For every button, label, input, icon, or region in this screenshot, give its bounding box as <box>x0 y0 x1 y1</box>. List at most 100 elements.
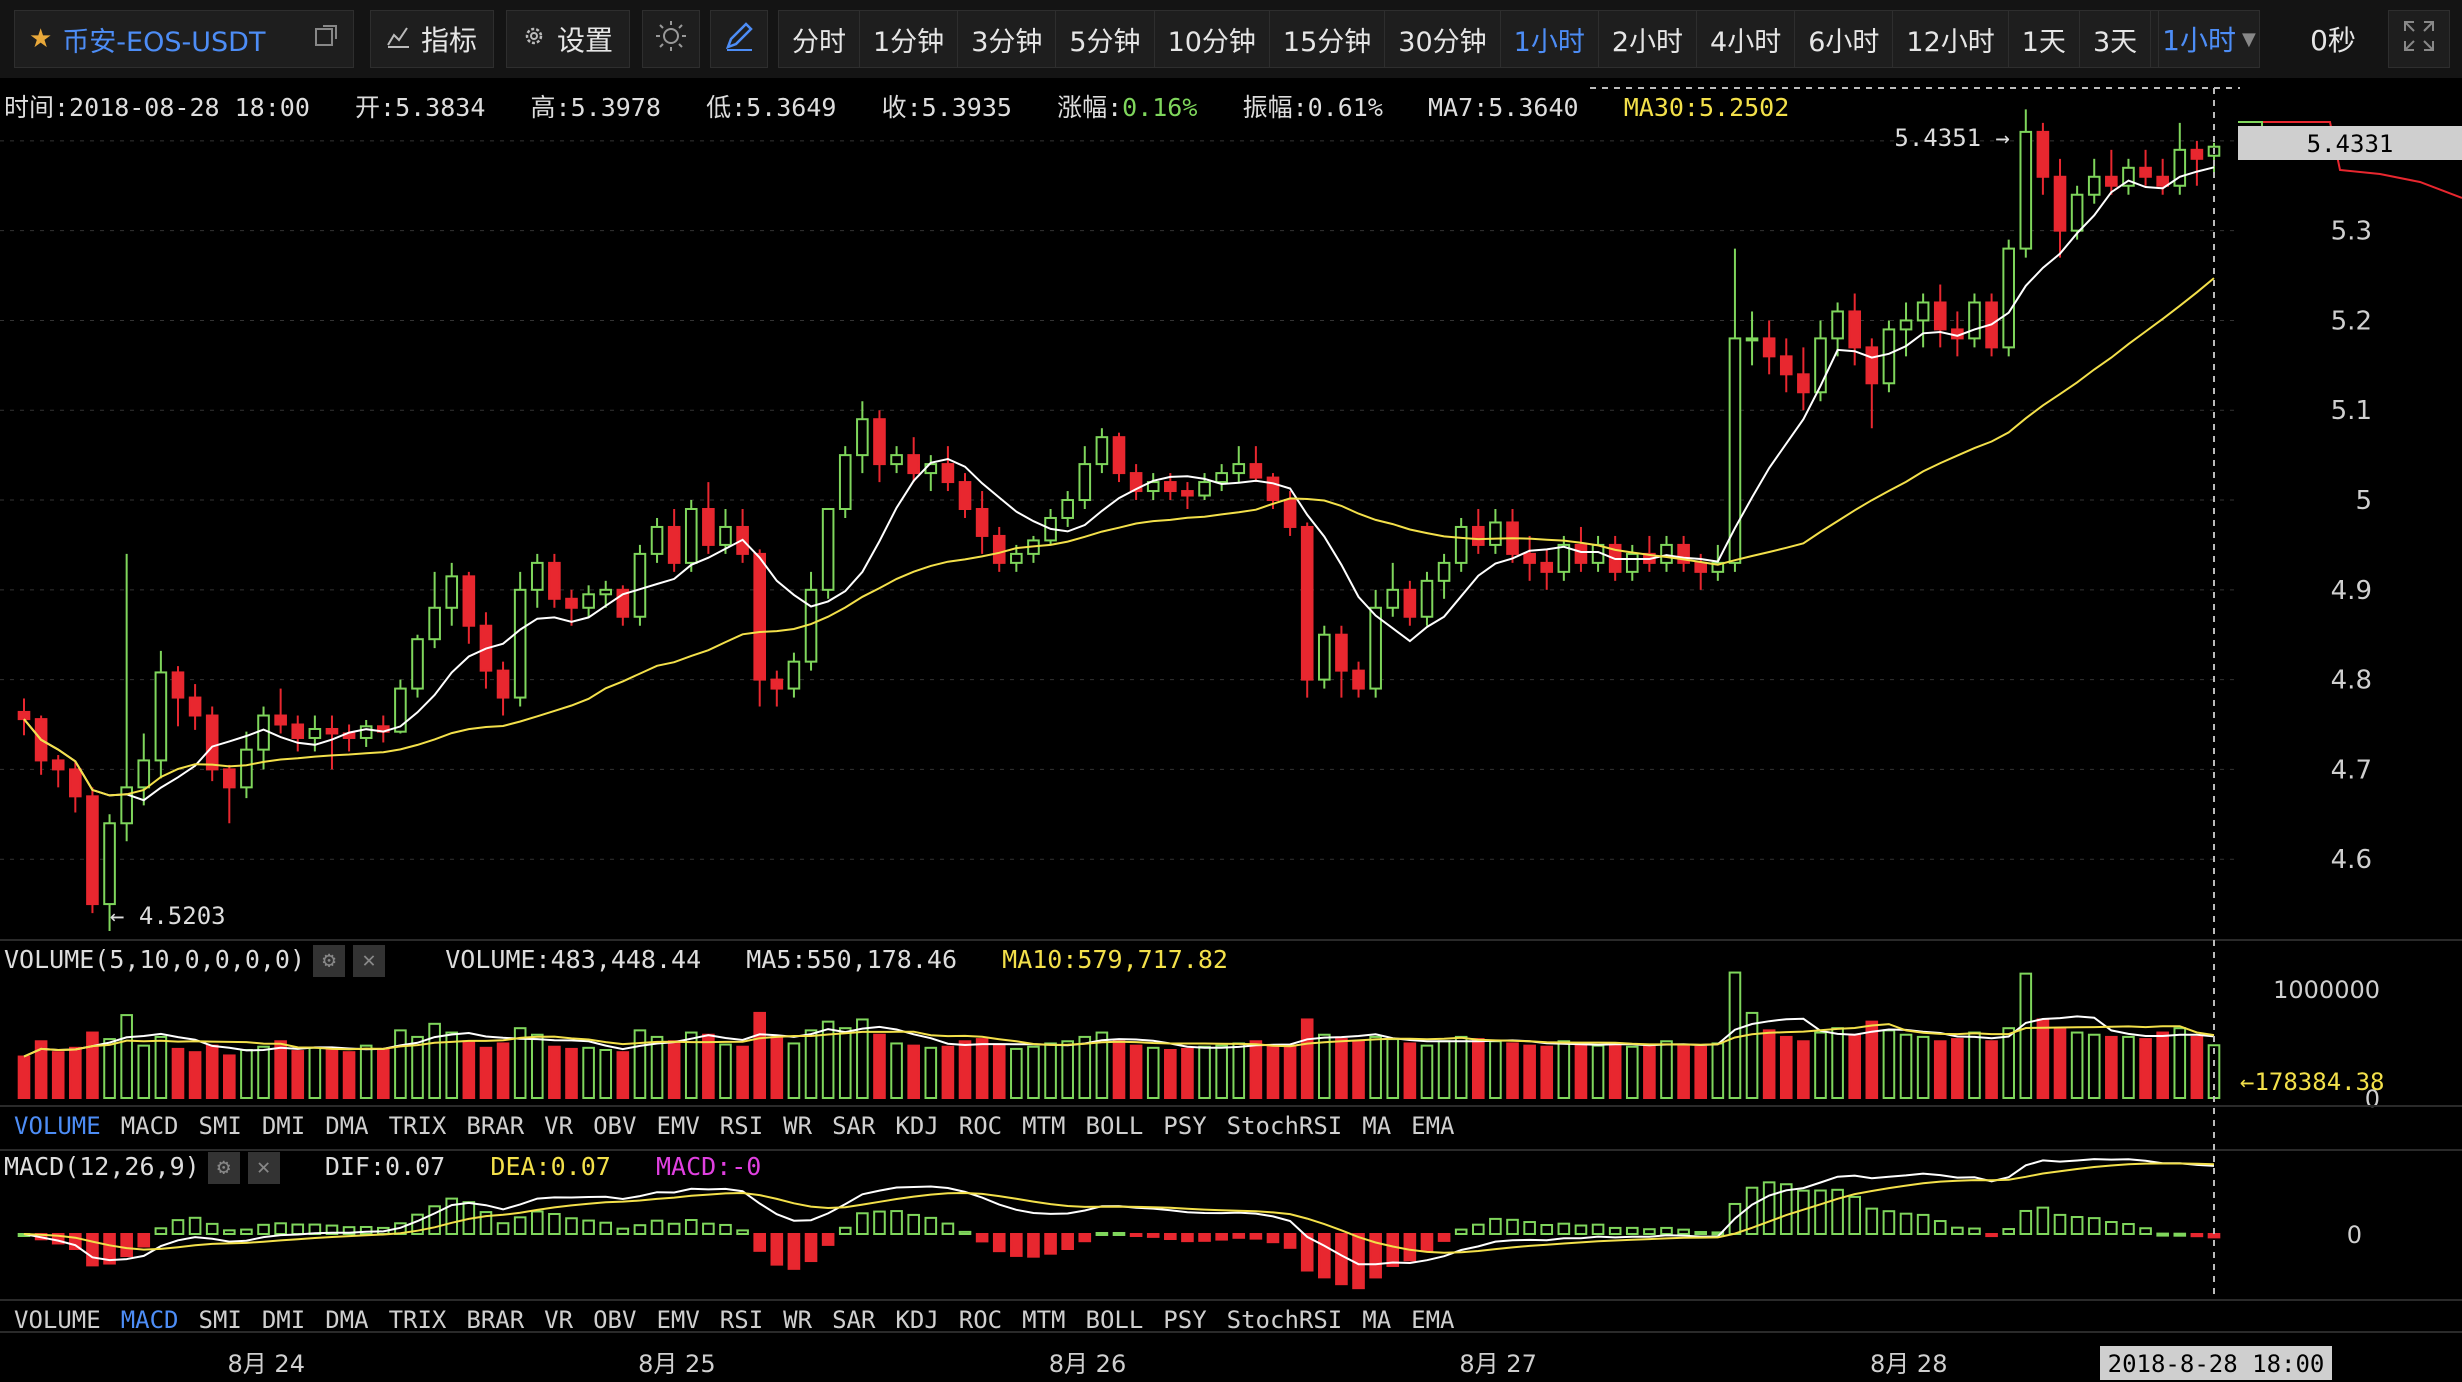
period-button-9[interactable]: 4小时 <box>1697 11 1796 67</box>
candle-body <box>1335 633 1348 672</box>
candle-body <box>1420 579 1434 618</box>
volume-panel-tab-dma[interactable]: DMA <box>325 1112 369 1140</box>
info-open: 开:5.3834 <box>355 93 486 122</box>
candle-body <box>719 525 732 546</box>
indicator-button[interactable]: 指标 <box>370 10 494 68</box>
volume-close-icon[interactable]: ✕ <box>353 945 386 977</box>
macd-panel-tab-roc[interactable]: ROC <box>958 1306 1003 1334</box>
volume-panel-tab-mtm[interactable]: MTM <box>1022 1112 1066 1140</box>
candle-body <box>325 727 339 735</box>
macd-panel-tab-sar[interactable]: SAR <box>832 1306 876 1334</box>
macd-histogram-bar <box>1129 1233 1143 1237</box>
volume-bar <box>1591 1044 1605 1099</box>
volume-panel-tab-vr[interactable]: VR <box>544 1112 574 1140</box>
candlesticks <box>17 109 2221 932</box>
macd-panel-tab-emv[interactable]: EMV <box>656 1306 700 1334</box>
macd-panel-tab-vr[interactable]: VR <box>544 1306 574 1334</box>
volume-bar <box>325 1049 339 1099</box>
candle-body <box>2190 148 2204 160</box>
macd-panel-tab-brar[interactable]: BRAR <box>466 1306 525 1334</box>
volume-panel-tab-roc[interactable]: ROC <box>958 1112 1003 1140</box>
macd-histogram-bar <box>154 1227 168 1235</box>
period-button-10[interactable]: 6小时 <box>1795 11 1894 67</box>
period-button-3[interactable]: 5分钟 <box>1056 11 1155 67</box>
period-button-8[interactable]: 2小时 <box>1599 11 1698 67</box>
macd-panel-tab-wr[interactable]: WR <box>783 1306 813 1334</box>
period-button-6[interactable]: 30分钟 <box>1385 11 1501 67</box>
macd-panel-tab-dmi[interactable]: DMI <box>261 1306 306 1334</box>
macd-panel-tab-macd[interactable]: MACD <box>120 1306 179 1334</box>
volume-bar <box>1489 1040 1502 1099</box>
volume-bar <box>2036 1018 2050 1099</box>
macd-panel-tab-trix[interactable]: TRIX <box>388 1306 447 1334</box>
volume-panel-tab-ema[interactable]: EMA <box>1411 1112 1455 1140</box>
depth-line-up <box>2238 121 2263 126</box>
period-button-13[interactable]: 3天 <box>2080 11 2152 67</box>
period-button-12[interactable]: 1天 <box>2009 11 2080 67</box>
volume-panel-tab-obv[interactable]: OBV <box>593 1112 637 1140</box>
volume-panel-tab-sar[interactable]: SAR <box>832 1112 876 1140</box>
volume-panel-tab-trix[interactable]: TRIX <box>388 1112 447 1140</box>
macd-dif: DIF:0.07 <box>324 1152 446 1181</box>
period-button-0[interactable]: 分时 <box>779 11 860 67</box>
theme-toggle-button[interactable] <box>642 10 700 68</box>
volume-current-marker: ←178384.38 <box>2240 1068 2385 1096</box>
volume-panel-tab-brar[interactable]: BRAR <box>466 1112 525 1140</box>
macd-panel-tab-stochrsi[interactable]: StochRSI <box>1226 1306 1343 1334</box>
period-dropdown[interactable]: 1小时 ▼ <box>2158 10 2260 68</box>
period-button-11[interactable]: 12小时 <box>1893 11 2009 67</box>
macd-close-icon[interactable]: ✕ <box>247 1152 280 1184</box>
market-selector[interactable]: ★ 币安-EOS-USDT <box>14 10 354 68</box>
volume-panel-tab-ma[interactable]: MA <box>1362 1112 1392 1140</box>
candle-body <box>1745 337 1759 342</box>
candle-body <box>154 671 168 762</box>
candle-body <box>445 575 459 609</box>
macd-panel-tab-volume[interactable]: VOLUME <box>14 1306 101 1334</box>
period-button-1[interactable]: 1分钟 <box>860 11 959 67</box>
macd-panel-tab-mtm[interactable]: MTM <box>1022 1306 1066 1334</box>
volume-panel-tab-wr[interactable]: WR <box>783 1112 813 1140</box>
popout-icon[interactable] <box>313 23 339 56</box>
macd-histogram-bar <box>1369 1233 1382 1279</box>
volume-bar <box>907 1044 920 1099</box>
gear-icon <box>521 23 547 56</box>
star-icon[interactable]: ★ <box>29 24 53 54</box>
macd-histogram-bar <box>1899 1212 1913 1236</box>
macd-panel-tab-boll[interactable]: BOLL <box>1085 1306 1144 1334</box>
macd-panel-tab-ema[interactable]: EMA <box>1411 1306 1455 1334</box>
macd-histogram-bar <box>753 1233 767 1252</box>
fullscreen-button[interactable] <box>2388 10 2450 68</box>
macd-panel-tab-ma[interactable]: MA <box>1362 1306 1392 1334</box>
volume-panel-tab-volume[interactable]: VOLUME <box>14 1112 101 1140</box>
period-button-7[interactable]: 1小时 <box>1501 11 1599 67</box>
volume-panel-tab-emv[interactable]: EMV <box>656 1112 700 1140</box>
volume-panel-tab-kdj[interactable]: KDJ <box>895 1112 939 1140</box>
macd-panel-tab-psy[interactable]: PSY <box>1163 1306 1207 1334</box>
period-button-2[interactable]: 3分钟 <box>958 11 1057 67</box>
volume-panel-tab-rsi[interactable]: RSI <box>719 1112 764 1140</box>
period-button-5[interactable]: 15分钟 <box>1270 11 1386 67</box>
volume-panel-tab-smi[interactable]: SMI <box>198 1112 242 1140</box>
candle-body <box>69 768 82 798</box>
settings-button[interactable]: 设置 <box>506 10 630 68</box>
volume-panel-tab-dmi[interactable]: DMI <box>261 1112 306 1140</box>
macd-panel-tab-rsi[interactable]: RSI <box>719 1306 764 1334</box>
macd-panel-tab-dma[interactable]: DMA <box>325 1306 369 1334</box>
volume-bar <box>394 1029 407 1100</box>
macd-panel-tab-kdj[interactable]: KDJ <box>895 1306 939 1334</box>
volume-panel-tab-boll[interactable]: BOLL <box>1085 1112 1144 1140</box>
volume-bar <box>1471 1038 1485 1099</box>
volume-settings-gear-icon[interactable]: ⚙ <box>313 945 346 977</box>
volume-bar <box>1164 1049 1177 1099</box>
volume-bar <box>1574 1043 1588 1100</box>
macd-settings-gear-icon[interactable]: ⚙ <box>207 1152 240 1184</box>
draw-tool-button[interactable] <box>710 10 768 68</box>
candle-body <box>1181 490 1194 497</box>
volume-panel-tab-stochrsi[interactable]: StochRSI <box>1226 1112 1343 1140</box>
macd-panel-tab-obv[interactable]: OBV <box>593 1306 637 1334</box>
volume-panel-tab-macd[interactable]: MACD <box>120 1112 179 1140</box>
volume-panel-tab-psy[interactable]: PSY <box>1163 1112 1207 1140</box>
period-button-4[interactable]: 10分钟 <box>1155 11 1270 67</box>
macd-panel-tab-smi[interactable]: SMI <box>198 1306 242 1334</box>
